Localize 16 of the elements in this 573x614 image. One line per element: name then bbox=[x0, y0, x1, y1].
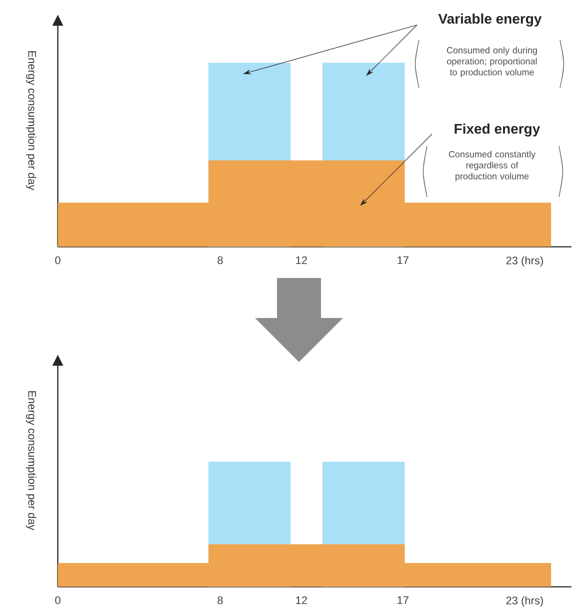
text: Variable energy bbox=[438, 13, 542, 27]
x-tick-label: 17 bbox=[398, 256, 408, 264]
annotation: Fixed energy bbox=[454, 123, 540, 137]
x-tick-label: 0 bbox=[55, 596, 60, 604]
x-tick-label: 17 bbox=[398, 596, 408, 604]
x-tick-label: 23 (hrs) bbox=[506, 596, 543, 607]
y-axis-title: Energy consumption per day bbox=[26, 391, 36, 530]
y-axis-title: Energy consumption per day bbox=[26, 51, 36, 190]
annotation: Consumed constantly regardless of production volume bbox=[448, 150, 536, 182]
annotation: Consumed only during operation; proportional to production volume bbox=[446, 46, 537, 78]
x-tick-label: 8 bbox=[218, 596, 223, 604]
x-tick-label: 12 bbox=[296, 596, 307, 604]
x-tick-label: 8 bbox=[218, 256, 223, 264]
x-tick-label: 12 bbox=[296, 256, 307, 264]
x-tick-label: 23 (hrs) bbox=[506, 256, 543, 267]
x-tick-label: 0 bbox=[55, 256, 60, 264]
